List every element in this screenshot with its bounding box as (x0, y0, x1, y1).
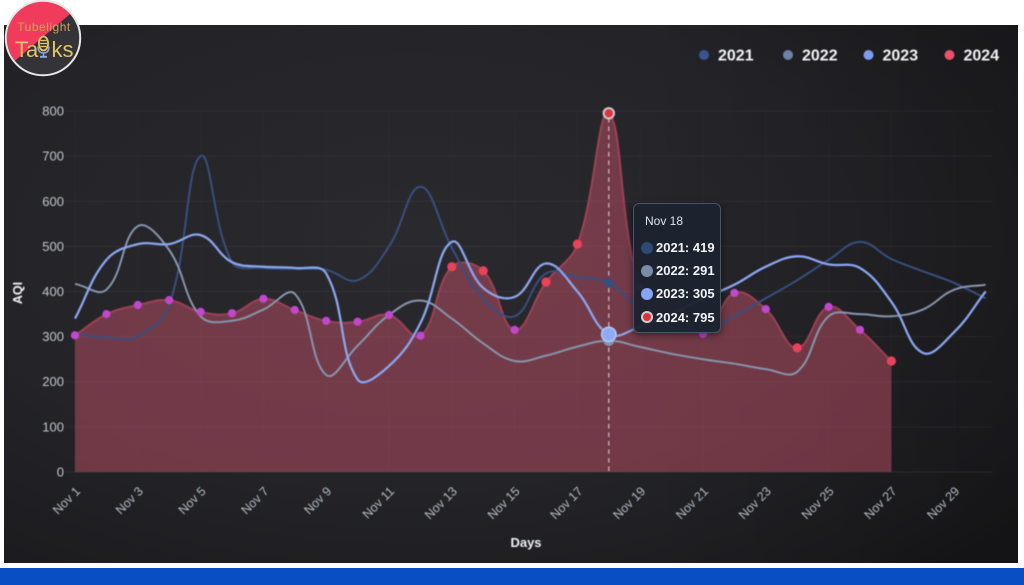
svg-text:2022: 2022 (802, 48, 838, 65)
svg-text:Nov 3: Nov 3 (113, 484, 146, 517)
svg-text:Nov 1: Nov 1 (50, 484, 83, 517)
svg-text:Nov 27: Nov 27 (862, 484, 900, 522)
svg-text:100: 100 (42, 419, 64, 434)
svg-text:800: 800 (42, 104, 64, 119)
svg-text:400: 400 (42, 284, 64, 299)
svg-text:700: 700 (42, 149, 64, 164)
svg-text:200: 200 (42, 374, 64, 389)
svg-text:Nov 21: Nov 21 (673, 484, 711, 522)
svg-text:500: 500 (42, 239, 64, 254)
svg-text:2023: 2023 (883, 48, 919, 65)
svg-text:Nov 17: Nov 17 (548, 484, 586, 522)
svg-text:Nov 19: Nov 19 (610, 484, 648, 522)
svg-text:0: 0 (57, 465, 64, 480)
svg-text:2021: 2021 (718, 48, 754, 65)
svg-text:600: 600 (42, 194, 64, 209)
svg-text:Nov 25: Nov 25 (799, 484, 837, 522)
svg-text:Nov 15: Nov 15 (485, 484, 523, 522)
svg-text:ks: ks (52, 37, 74, 62)
svg-text:Nov 5: Nov 5 (176, 484, 209, 517)
svg-text:Nov 13: Nov 13 (422, 484, 460, 522)
svg-text:Tubelight: Tubelight (17, 20, 71, 34)
svg-text:Nov 23: Nov 23 (736, 484, 774, 522)
svg-text:Nov 11: Nov 11 (360, 484, 397, 521)
svg-text:300: 300 (42, 329, 64, 344)
svg-text:Days: Days (510, 535, 541, 550)
svg-text:Nov 29: Nov 29 (924, 484, 962, 522)
svg-text:2024: 2024 (964, 48, 1000, 65)
svg-text:AQI: AQI (11, 282, 25, 304)
svg-text:Nov 9: Nov 9 (301, 484, 334, 517)
svg-text:Nov 7: Nov 7 (239, 484, 272, 517)
svg-text:Ta: Ta (15, 37, 39, 62)
